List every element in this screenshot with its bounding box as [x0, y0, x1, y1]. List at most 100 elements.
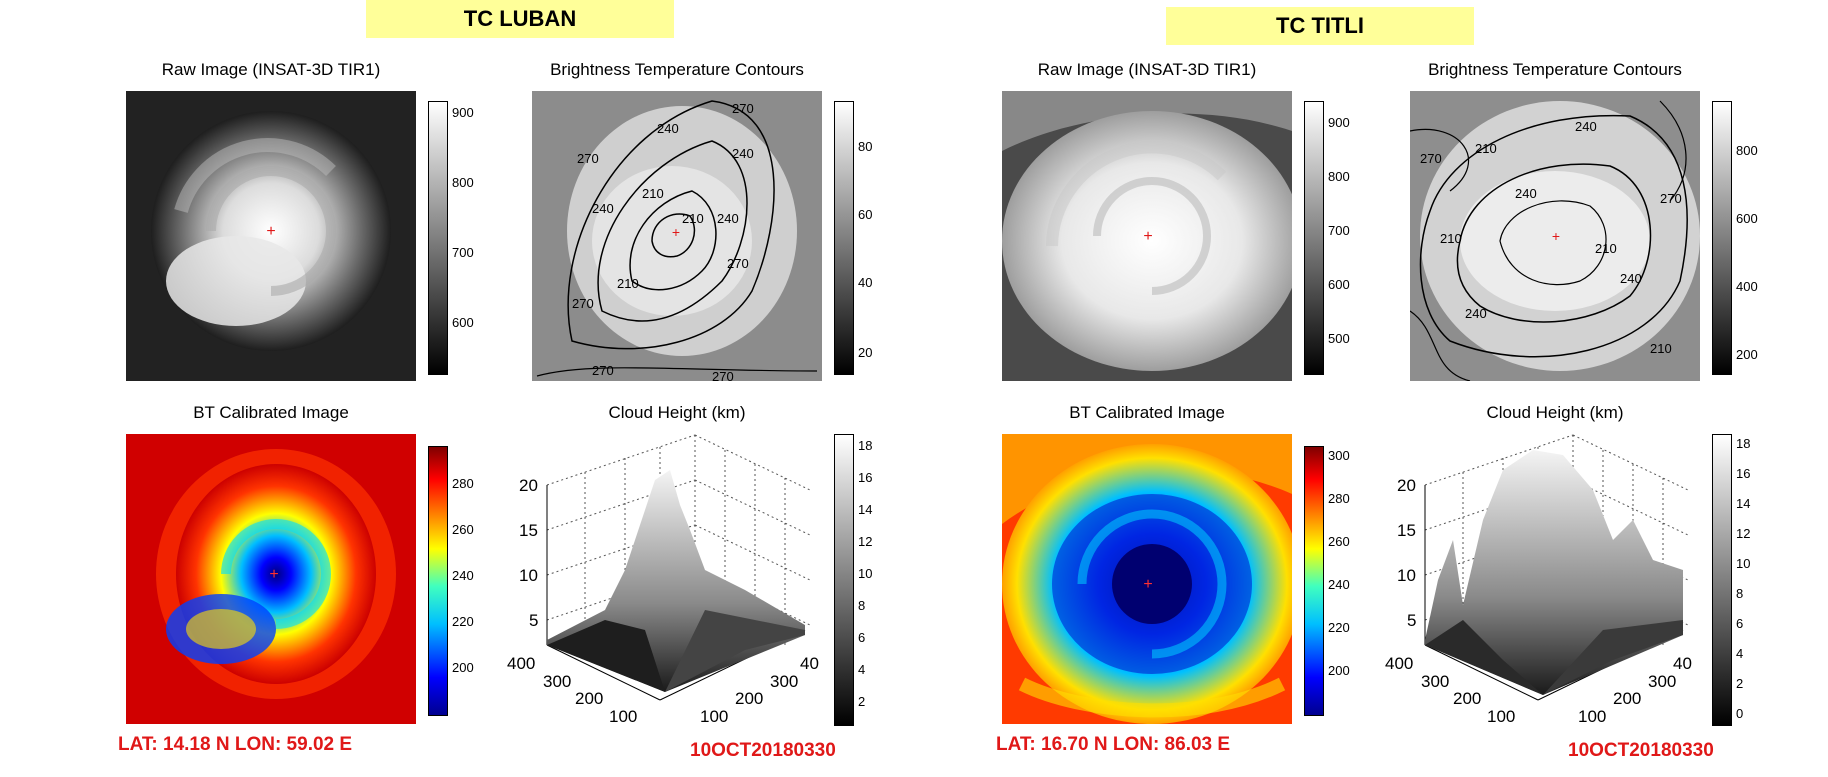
contour-label: 240	[732, 146, 754, 161]
raw-colorbar-ticks: 900 800 700 600	[452, 101, 492, 373]
height-tick: 4	[858, 662, 866, 677]
contour-colorbar	[1712, 101, 1732, 375]
svg-text:+: +	[1143, 576, 1152, 593]
contour-tick: 400	[1736, 279, 1758, 294]
bt-colorbar-ticks: 300 280 260 240 220 200	[1328, 446, 1368, 714]
height-tick: 8	[1736, 586, 1744, 601]
height-tick: 16	[858, 470, 873, 485]
contour-label: 240	[1465, 306, 1487, 321]
cloud-height-title: Cloud Height (km)	[608, 403, 746, 422]
height-tick: 8	[858, 598, 866, 613]
contour-label: 210	[1475, 141, 1497, 156]
bt-tick: 280	[452, 476, 474, 491]
raw-image-title: Raw Image (INSAT-3D TIR1)	[1037, 60, 1257, 79]
z-tick: 10	[519, 566, 538, 585]
bt-tick: 200	[1328, 663, 1350, 678]
height-colorbar-ticks: 18 16 14 12 10 8 6 4 2	[858, 434, 888, 724]
raw-tick: 700	[1328, 223, 1350, 238]
bt-calibrated-image: +	[1002, 434, 1292, 724]
z-tick: 15	[519, 521, 538, 540]
raw-tick: 900	[1328, 115, 1350, 130]
height-colorbar-ticks: 18 16 14 12 10 8 6 4 2 0	[1736, 434, 1766, 724]
height-tick: 12	[858, 534, 873, 549]
bt-tick: 220	[452, 614, 474, 629]
height-tick: 0	[1736, 706, 1744, 721]
height-tick: 6	[858, 630, 866, 645]
contour-label: 270	[592, 363, 614, 378]
contour-colorbar	[834, 101, 854, 375]
y-tick: 400	[507, 654, 536, 673]
raw-colorbar-ticks: 900 800 700 600 500	[1328, 101, 1368, 373]
timestamp: 10OCT20180330	[690, 740, 836, 761]
raw-image-title: Raw Image (INSAT-3D TIR1)	[161, 60, 381, 79]
contour-label: 270	[712, 369, 734, 381]
bt-tick: 240	[1328, 577, 1350, 592]
bt-tick: 220	[1328, 620, 1350, 635]
z-tick: 15	[1397, 521, 1416, 540]
height-tick: 4	[1736, 646, 1744, 661]
z-tick: 5	[1407, 611, 1417, 630]
y-tick: 100	[1487, 707, 1516, 726]
svg-text:+: +	[1552, 228, 1560, 244]
height-tick: 12	[1736, 526, 1751, 541]
bt-calibrated-image: +	[126, 434, 416, 724]
height-tick: 14	[1736, 496, 1751, 511]
bt-colorbar-ticks: 280 260 240 220 200	[452, 446, 492, 714]
y-tick: 300	[1421, 672, 1450, 691]
raw-tick: 700	[452, 245, 474, 260]
y-tick: 200	[575, 689, 604, 708]
contour-label: 210	[682, 211, 704, 226]
contour-image: + 240 210 270 210 240 270 210 240 240 21…	[1410, 91, 1700, 381]
timestamp: 10OCT20180330	[1568, 740, 1714, 761]
y-tick: 100	[609, 707, 638, 726]
raw-satellite-image: +	[126, 91, 416, 381]
svg-text:+: +	[266, 223, 275, 240]
cloud-height-3d-plot: 20 15 10 5 400 300 200 100 100 200 300 4…	[505, 430, 819, 730]
contour-label: 210	[1595, 241, 1617, 256]
bt-tick: 260	[452, 522, 474, 537]
y-tick: 400	[1385, 654, 1414, 673]
height-colorbar	[1712, 434, 1732, 726]
contour-tick: 600	[1736, 211, 1758, 226]
contour-label: 240	[1620, 271, 1642, 286]
z-tick: 20	[1397, 476, 1416, 495]
storm-title-luban: TC LUBAN	[366, 0, 674, 38]
contour-label: 270	[1420, 151, 1442, 166]
y-tick: 200	[1453, 689, 1482, 708]
bt-tick: 240	[452, 568, 474, 583]
raw-tick: 600	[452, 315, 474, 330]
x-tick: 200	[1613, 689, 1642, 708]
contour-label: 240	[592, 201, 614, 216]
bt-tick: 300	[1328, 448, 1350, 463]
z-tick: 5	[529, 611, 539, 630]
height-tick: 2	[1736, 676, 1744, 691]
contour-tick: 60	[858, 207, 873, 222]
raw-colorbar	[428, 101, 448, 375]
z-tick: 20	[519, 476, 538, 495]
x-tick: 200	[735, 689, 764, 708]
contour-label: 240	[1575, 119, 1597, 134]
z-tick: 10	[1397, 566, 1416, 585]
bt-tick: 280	[1328, 491, 1350, 506]
raw-tick: 500	[1328, 331, 1350, 346]
contour-label: 270	[732, 101, 754, 116]
cloud-height-title: Cloud Height (km)	[1486, 403, 1624, 422]
latlon-readout: LAT: 14.18 N LON: 59.02 E	[118, 734, 353, 755]
contour-label: 270	[727, 256, 749, 271]
contour-label: 270	[572, 296, 594, 311]
raw-tick: 900	[452, 105, 474, 120]
svg-text:+: +	[672, 224, 680, 240]
x-tick: 40	[1673, 654, 1692, 673]
raw-tick: 600	[1328, 277, 1350, 292]
raw-tick: 800	[452, 175, 474, 190]
contour-tick: 40	[858, 275, 873, 290]
contour-label: 210	[1440, 231, 1462, 246]
contour-title: Brightness Temperature Contours	[1428, 60, 1682, 79]
height-tick: 6	[1736, 616, 1744, 631]
contour-label: 210	[642, 186, 664, 201]
contour-label: 210	[617, 276, 639, 291]
contour-label: 240	[1515, 186, 1537, 201]
raw-tick: 800	[1328, 169, 1350, 184]
svg-text:+: +	[1143, 228, 1152, 245]
bt-tick: 260	[1328, 534, 1350, 549]
